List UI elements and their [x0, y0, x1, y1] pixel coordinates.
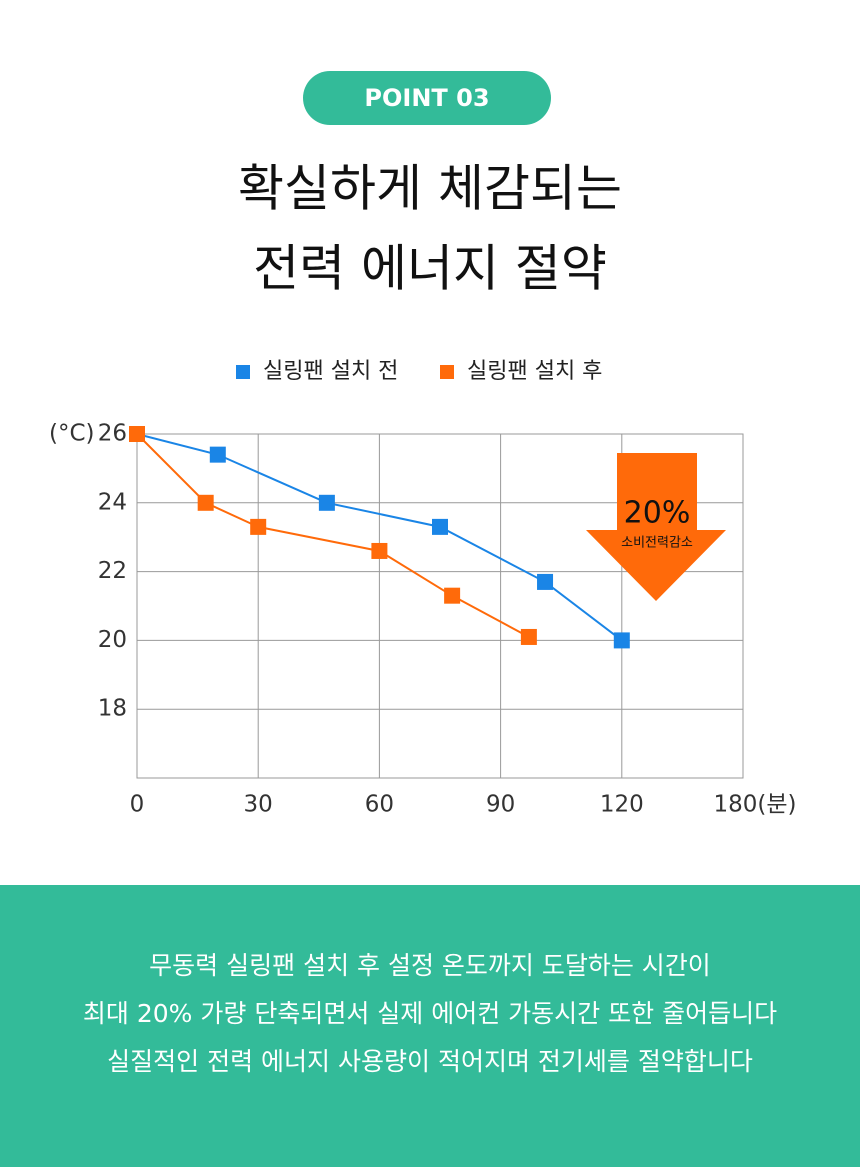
footer-bg: [0, 885, 860, 1167]
x-tick-label: 120: [600, 792, 644, 818]
series-line: [136, 433, 530, 638]
heading: 전력 에너지 절약: [253, 240, 607, 298]
y-tick-label: 26: [98, 421, 127, 447]
y-tick-label: 22: [98, 558, 127, 584]
footer-text: 무동력 실링팬 설치 후 설정 온도까지 도달하는 시간이: [149, 951, 711, 980]
annotation-arrow: [586, 453, 726, 601]
point: [371, 542, 388, 559]
x-tick-label: 0: [130, 792, 145, 818]
x-tick-label: 180(분): [713, 792, 796, 818]
legend-swatch: [440, 365, 454, 379]
x-tick-label: 60: [365, 792, 394, 818]
footer-text: 최대 20% 가량 단축되면서 실제 에어컨 가동시간 또한 줄어듭니다: [83, 999, 777, 1028]
point: [197, 494, 214, 511]
point: [432, 518, 448, 535]
point: [444, 587, 461, 604]
y-unit-label: (°C): [49, 421, 95, 447]
y-tick-label: 20: [98, 627, 127, 653]
point: [613, 632, 630, 649]
legend-label: 실링팬 설치 후: [467, 359, 602, 384]
point: [537, 573, 554, 590]
badge-bg: [303, 71, 551, 125]
legend-label: 실링팬 설치 전: [263, 359, 398, 384]
heading: 확실하게 체감되는: [238, 160, 622, 218]
annotation-value: 20%: [624, 496, 691, 531]
x-tick-label: 90: [486, 792, 515, 818]
point: [250, 518, 267, 535]
annotation-text: 소비전력감소: [621, 536, 693, 551]
x-tick-label: 30: [244, 792, 273, 818]
y-tick-label: 18: [98, 696, 127, 722]
point: [520, 628, 537, 645]
badge: POINT 03: [364, 84, 489, 112]
y-tick-label: 24: [98, 489, 127, 515]
series-line: [136, 433, 623, 642]
legend-swatch: [236, 365, 250, 379]
footer-text: 실질적인 전력 에너지 사용량이 적어지며 전기세를 절약합니다: [107, 1047, 753, 1076]
point: [209, 446, 226, 463]
point: [129, 426, 145, 442]
point: [318, 494, 335, 511]
